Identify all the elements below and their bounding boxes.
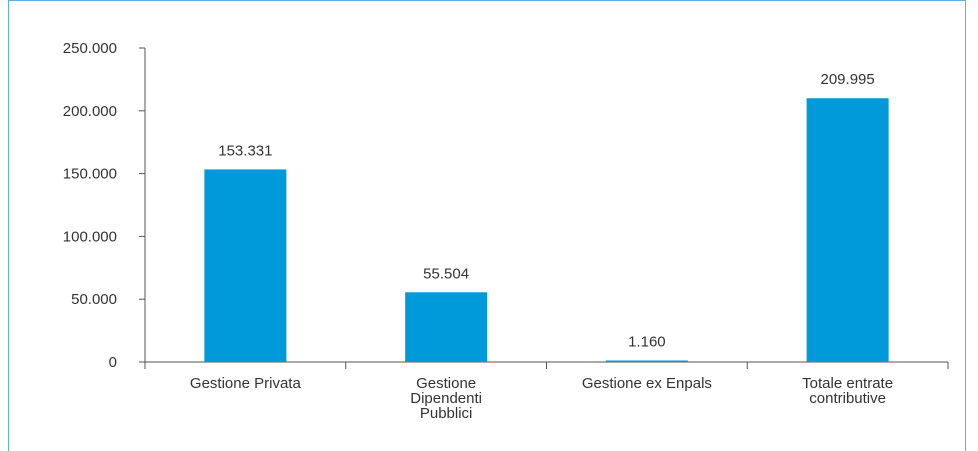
x-category-label: Gestione Privata	[190, 375, 302, 392]
y-tick-label: 50.000	[71, 291, 117, 308]
bar	[405, 292, 488, 362]
bar	[806, 98, 889, 362]
data-label: 1.160	[628, 334, 666, 351]
y-tick-label: 250.000	[63, 40, 117, 57]
x-category-label: Gestione ex Enpals	[582, 375, 712, 392]
y-tick-label: 150.000	[63, 166, 117, 183]
bar	[605, 360, 688, 362]
y-tick-label: 200.000	[63, 103, 117, 120]
data-label: 55.504	[423, 265, 469, 282]
x-category-label: Pubblici	[420, 405, 473, 422]
data-label: 209.995	[821, 71, 875, 88]
y-tick-label: 0	[109, 354, 117, 371]
data-label: 153.331	[218, 142, 272, 159]
x-category-label: Totale entrate	[802, 375, 893, 392]
x-category-label: Gestione	[416, 375, 476, 392]
x-category-label: Dipendenti	[410, 390, 482, 407]
y-tick-label: 100.000	[63, 228, 117, 245]
bar	[204, 169, 287, 362]
x-category-label: contributive	[809, 390, 886, 407]
chart-frame	[8, 0, 966, 451]
